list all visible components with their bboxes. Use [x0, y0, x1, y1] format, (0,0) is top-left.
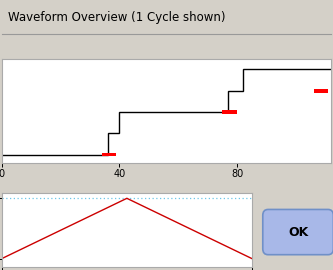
FancyBboxPatch shape — [263, 210, 333, 255]
Bar — [314, 89, 328, 93]
Text: Waveform Overview (1 Cycle shown): Waveform Overview (1 Cycle shown) — [8, 11, 226, 24]
Text: OK: OK — [288, 225, 308, 239]
Bar — [222, 110, 237, 114]
Bar — [102, 153, 117, 157]
